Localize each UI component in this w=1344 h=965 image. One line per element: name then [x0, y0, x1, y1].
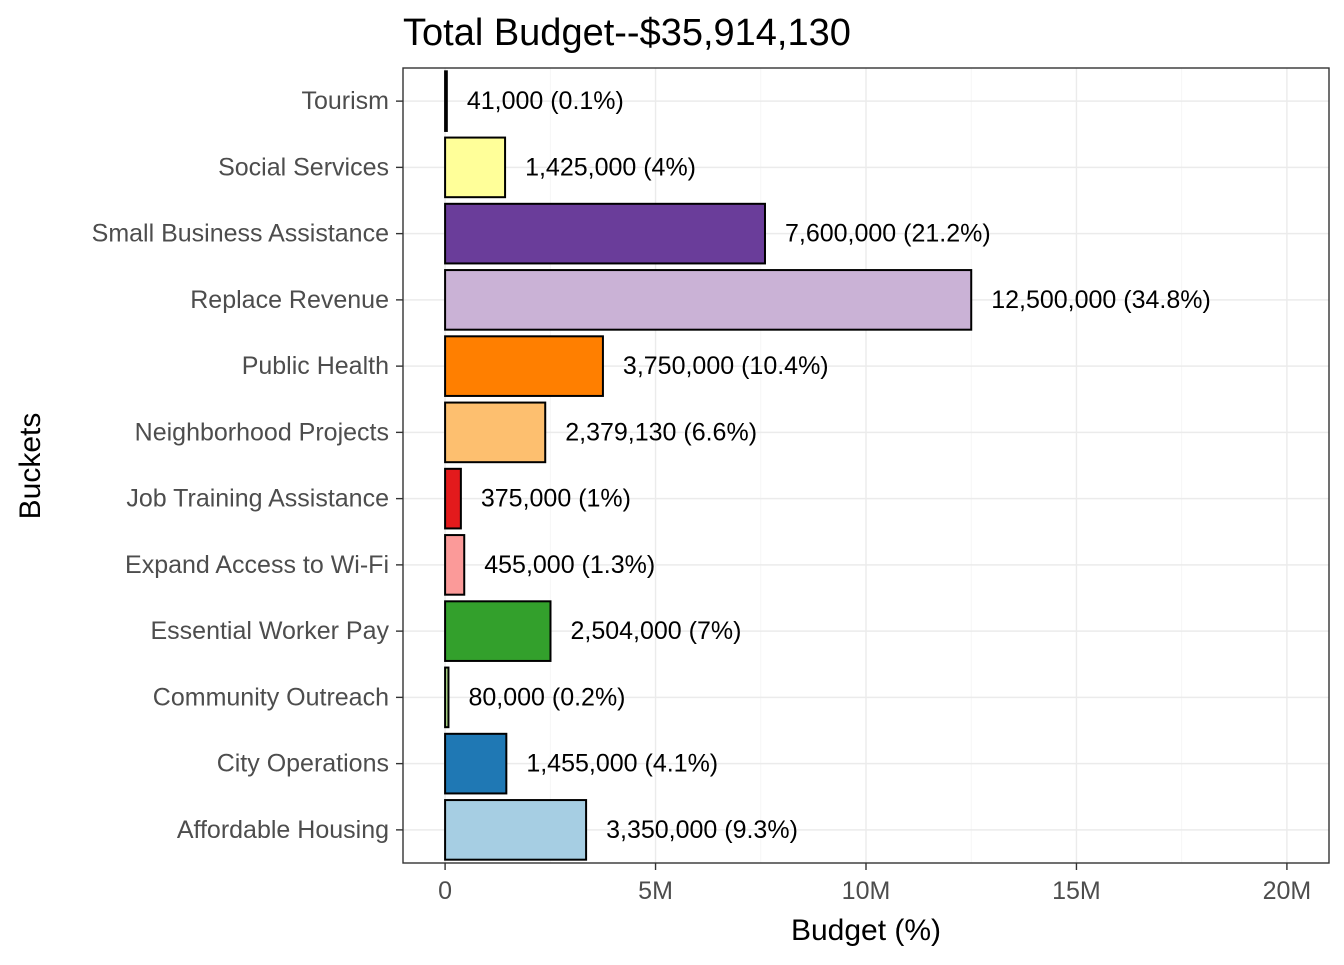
y-tick-label-essential-worker-pay: Essential Worker Pay: [150, 617, 389, 645]
x-tick-label: 0: [438, 877, 452, 905]
bar-city-operations: [444, 732, 508, 795]
bar-replace-revenue: [444, 269, 973, 331]
bar-affordable-housing: [444, 799, 588, 861]
y-tick-label-affordable-housing: Affordable Housing: [177, 816, 389, 844]
data-label-replace-revenue: 12,500,000 (34.8%): [991, 286, 1211, 314]
y-tick-label-city-operations: City Operations: [217, 750, 389, 778]
bar-community-outreach: [444, 666, 450, 729]
x-tick-label: 15M: [1052, 877, 1101, 905]
bar-small-business-assistance: [444, 202, 766, 265]
bar-job-training-assistance: [444, 467, 462, 530]
y-tick-label-job-training-assistance: Job Training Assistance: [126, 485, 389, 513]
data-label-small-business-assistance: 7,600,000 (21.2%): [785, 220, 991, 248]
bar-social-services: [444, 136, 507, 199]
x-axis-title: Budget (%): [791, 914, 941, 947]
x-tick-label: 10M: [842, 877, 891, 905]
data-label-essential-worker-pay: 2,504,000 (7%): [570, 617, 741, 645]
bar-neighborhood-projects: [444, 401, 547, 464]
x-tick-label: 20M: [1263, 877, 1312, 905]
data-label-affordable-housing: 3,350,000 (9.3%): [606, 816, 798, 844]
bars: [444, 70, 973, 861]
x-tick-label: 5M: [638, 877, 673, 905]
bar-public-health: [444, 335, 604, 397]
y-tick-label-small-business-assistance: Small Business Assistance: [92, 220, 389, 248]
data-label-city-operations: 1,455,000 (4.1%): [526, 750, 718, 778]
data-labels: 3,350,000 (9.3%) 1,455,000 (4.1%) 80,000 (…: [467, 87, 1211, 844]
grid: [403, 68, 1329, 863]
data-label-expand-access-to-wi-fi: 455,000 (1.3%): [484, 551, 655, 579]
data-label-community-outreach: 80,000 (0.2%): [468, 683, 625, 711]
data-label-neighborhood-projects: 2,379,130 (6.6%): [565, 418, 757, 446]
bar-expand-access-to-wi-fi: [444, 534, 466, 596]
y-tick-label-neighborhood-projects: Neighborhood Projects: [135, 418, 389, 446]
data-label-job-training-assistance: 375,000 (1%): [481, 485, 631, 513]
y-tick-label-replace-revenue: Replace Revenue: [190, 286, 389, 314]
chart-title: Total Budget--$35,914,130: [403, 12, 851, 54]
y-tick-label-expand-access-to-wi-fi: Expand Access to Wi-Fi: [125, 551, 389, 579]
axes: Affordable Housing City Operations Communi…: [92, 87, 1312, 905]
data-label-public-health: 3,750,000 (10.4%): [623, 352, 829, 380]
y-tick-label-public-health: Public Health: [242, 352, 389, 380]
data-label-tourism: 41,000 (0.1%): [467, 87, 624, 115]
y-tick-label-tourism: Tourism: [301, 87, 389, 115]
bar-essential-worker-pay: [444, 600, 552, 662]
y-tick-label-social-services: Social Services: [218, 153, 389, 181]
y-axis-title: Buckets: [14, 413, 47, 520]
bar-tourism: [444, 70, 448, 132]
y-tick-label-community-outreach: Community Outreach: [153, 683, 389, 711]
data-label-social-services: 1,425,000 (4%): [525, 153, 696, 181]
